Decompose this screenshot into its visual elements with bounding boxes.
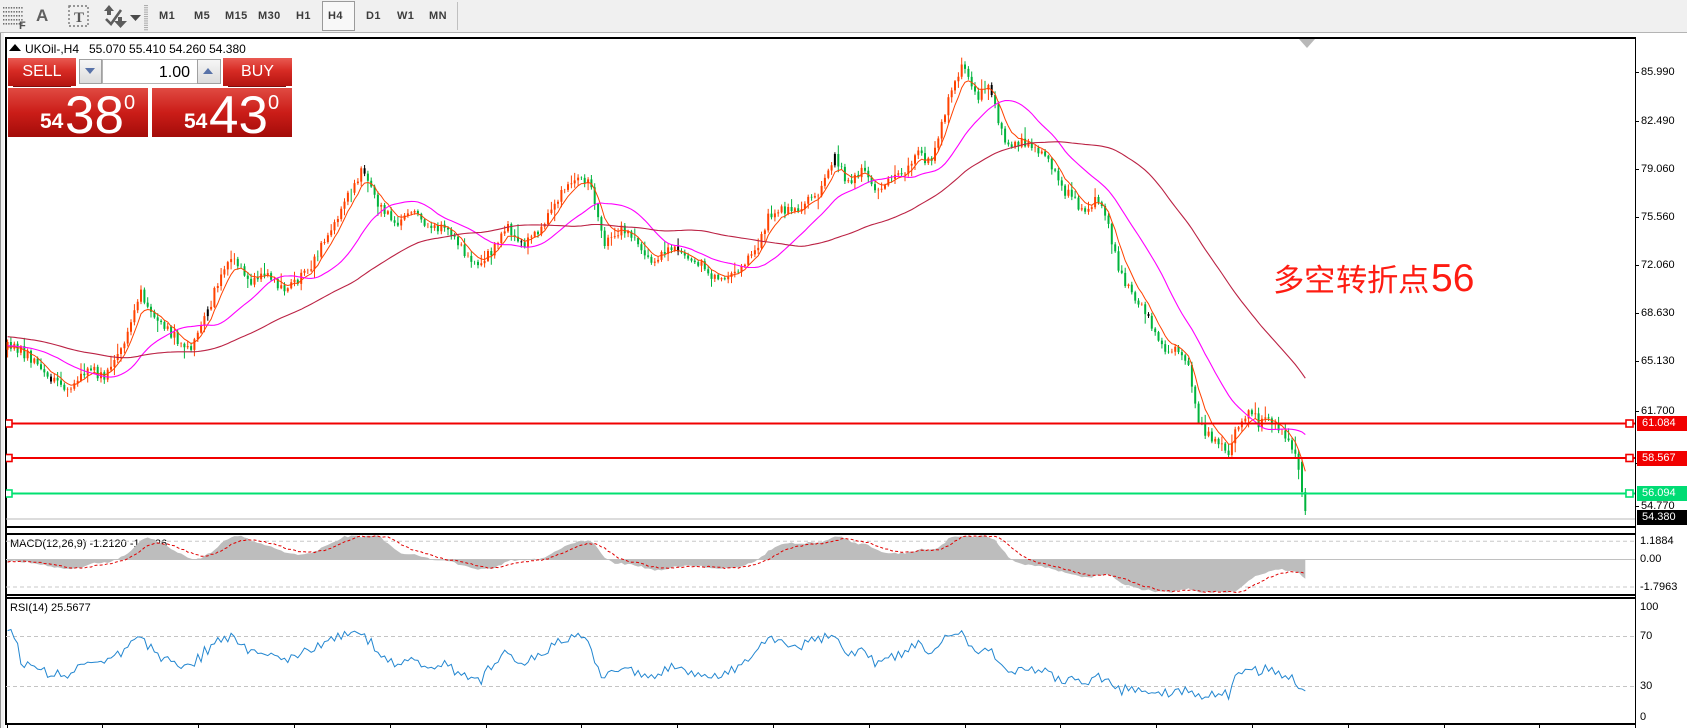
svg-text:F: F: [19, 20, 26, 32]
svg-text:T: T: [74, 10, 84, 26]
svg-text:56: 56: [1431, 257, 1474, 300]
